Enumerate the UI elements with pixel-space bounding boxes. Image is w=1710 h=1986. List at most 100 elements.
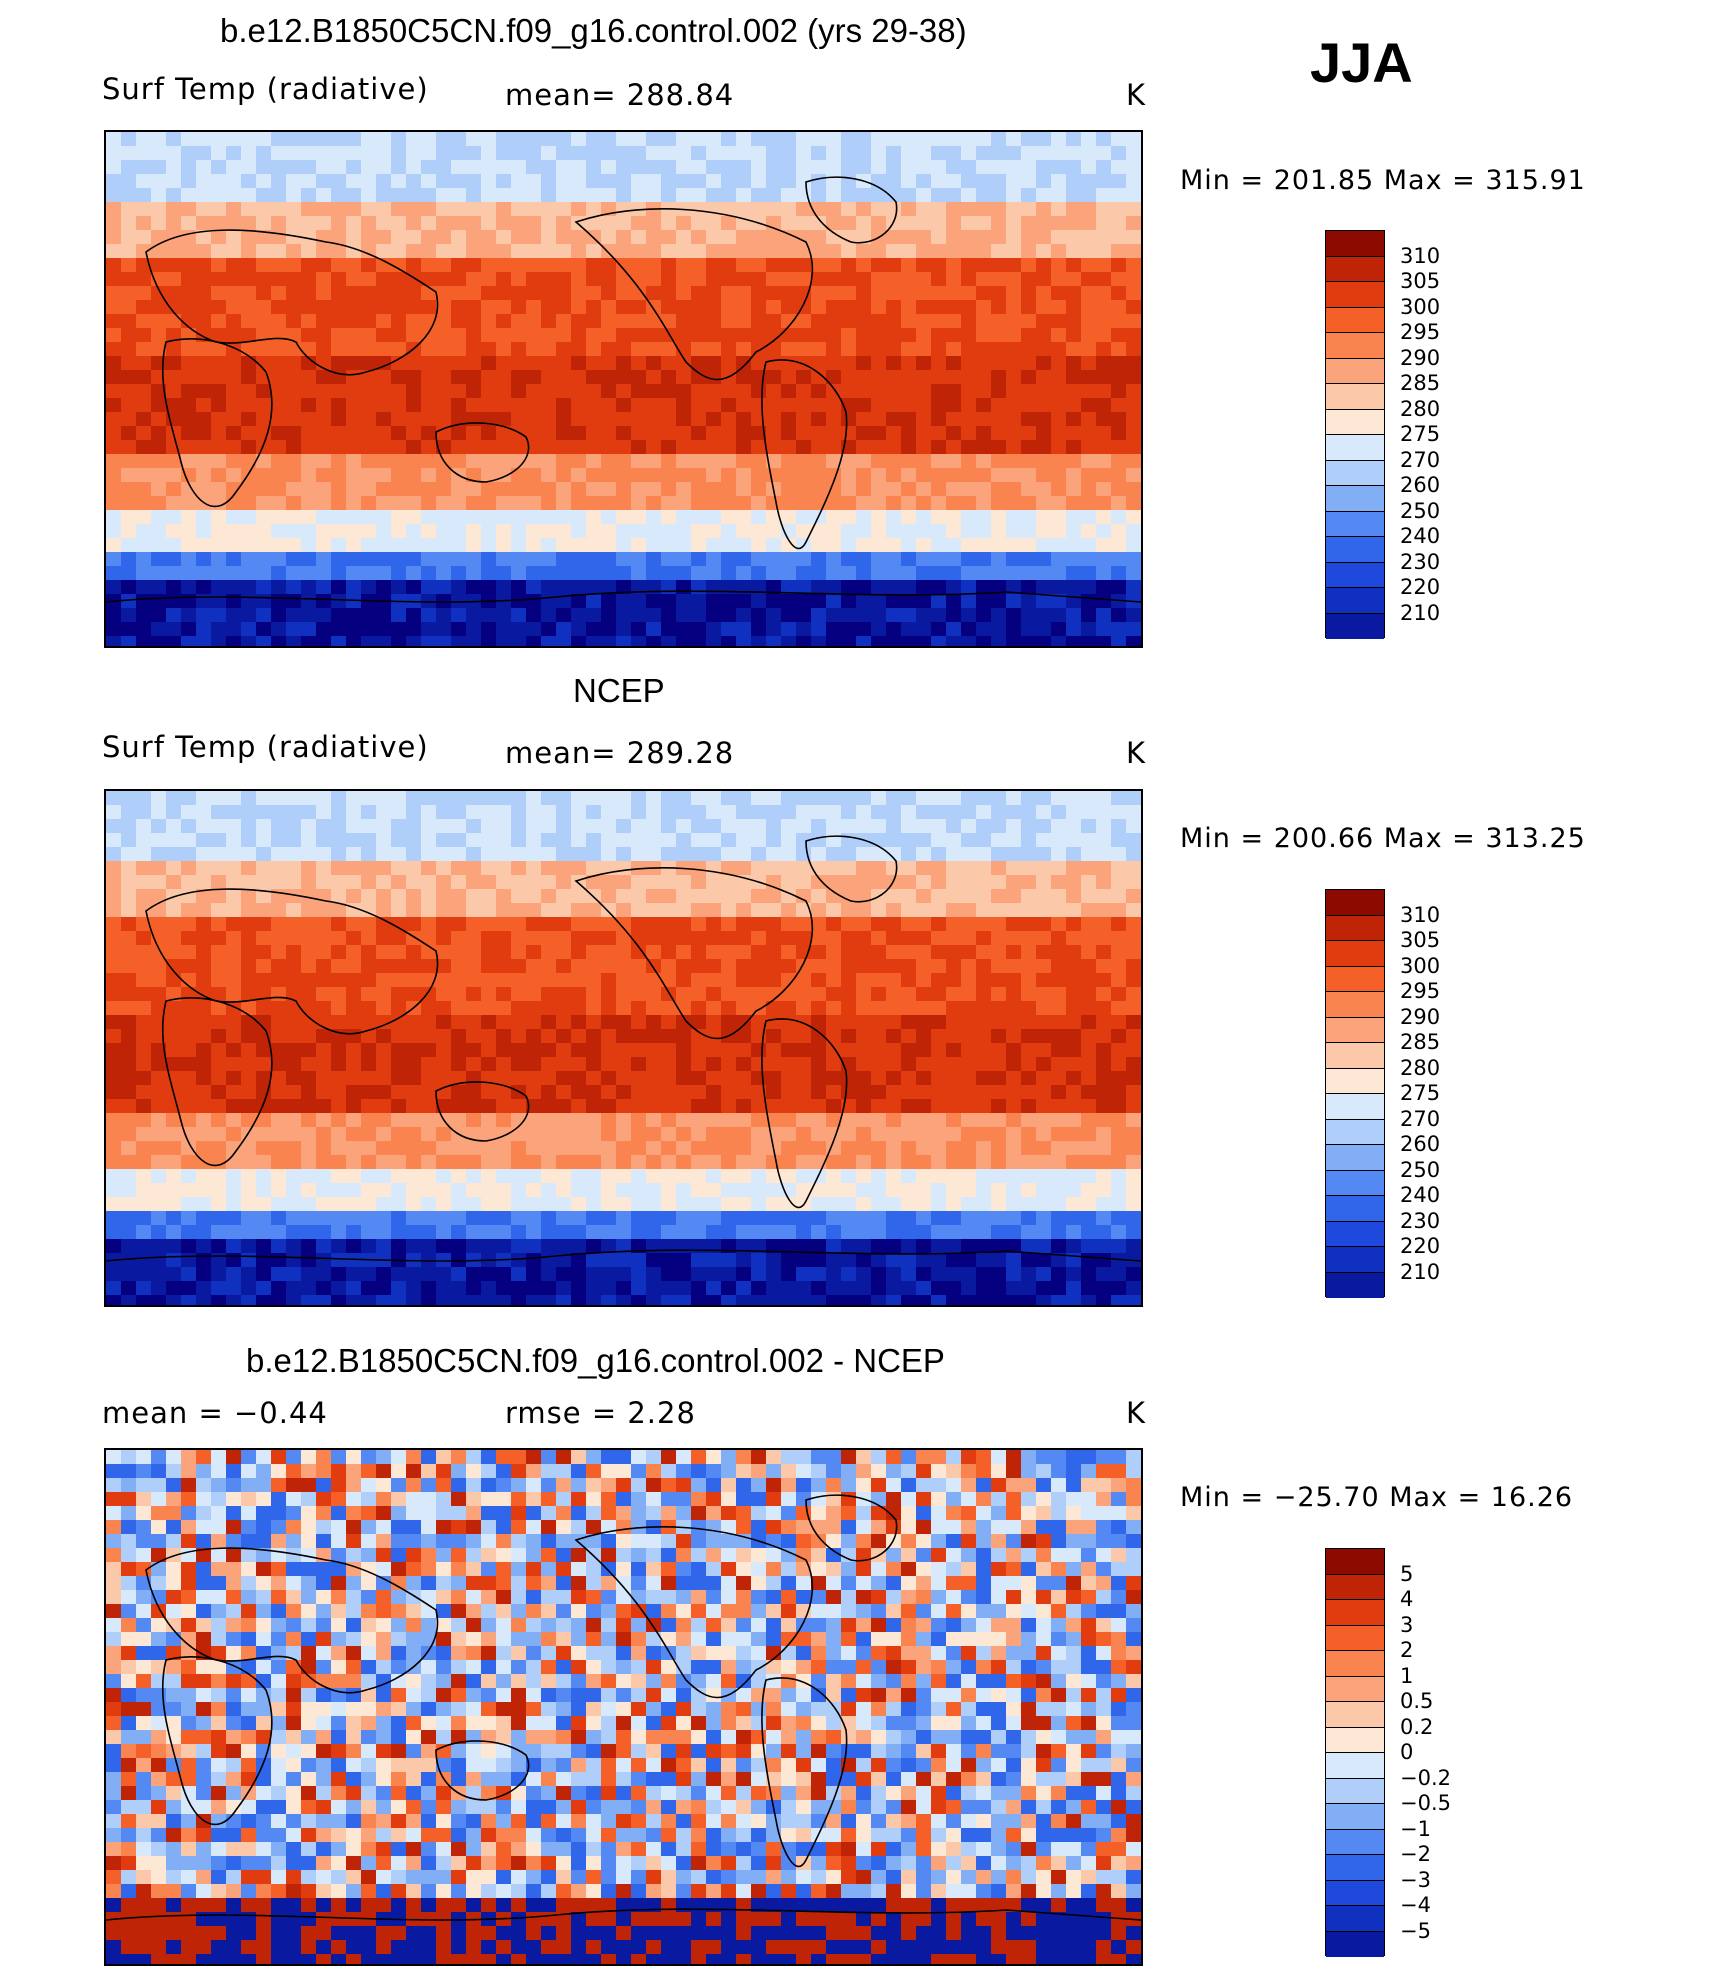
field-cell xyxy=(781,833,797,848)
field-cell xyxy=(301,356,317,371)
field-cell xyxy=(1066,328,1082,343)
field-cell xyxy=(1111,931,1127,946)
field-cell xyxy=(376,188,392,203)
field-cell xyxy=(121,496,137,511)
field-cell xyxy=(121,1085,137,1100)
field-cell xyxy=(691,1211,707,1226)
field-cell xyxy=(301,468,317,483)
field-cell xyxy=(511,440,527,455)
field-cell xyxy=(601,1253,617,1268)
field-cell xyxy=(1021,174,1037,189)
field-cell xyxy=(946,342,962,357)
field-cell xyxy=(646,510,662,525)
field-cell xyxy=(1126,538,1141,553)
field-cell xyxy=(751,889,767,904)
field-cell xyxy=(901,959,917,974)
field-cell xyxy=(856,230,872,245)
field-cell xyxy=(151,1211,167,1226)
field-cell xyxy=(706,258,722,273)
field-cell xyxy=(331,426,347,441)
field-cell xyxy=(721,174,737,189)
field-cell xyxy=(691,1169,707,1184)
field-cell xyxy=(226,973,242,988)
field-cell xyxy=(766,1183,782,1198)
field-cell xyxy=(301,903,317,918)
field-cell xyxy=(691,987,707,1002)
field-cell xyxy=(361,286,377,301)
field-cell xyxy=(346,328,362,343)
field-cell xyxy=(691,216,707,231)
field-cell xyxy=(856,636,872,646)
field-cell xyxy=(316,1043,332,1058)
field-cell xyxy=(151,314,167,329)
field-cell xyxy=(646,426,662,441)
field-cell xyxy=(106,244,122,259)
field-cell xyxy=(676,328,692,343)
field-cell xyxy=(961,847,977,862)
field-cell xyxy=(796,1267,812,1282)
field-cell xyxy=(1081,370,1097,385)
field-cell xyxy=(421,889,437,904)
field-cell xyxy=(676,1267,692,1282)
field-cell xyxy=(1021,636,1037,646)
field-cell xyxy=(946,1211,962,1226)
field-cell xyxy=(751,538,767,553)
field-cell xyxy=(151,454,167,469)
field-cell xyxy=(691,272,707,287)
field-cell xyxy=(1066,875,1082,890)
field-cell xyxy=(316,1211,332,1226)
field-cell xyxy=(526,342,542,357)
field-cell xyxy=(586,482,602,497)
field-cell xyxy=(286,216,302,231)
field-cell xyxy=(811,959,827,974)
field-cell xyxy=(811,1099,827,1114)
field-cell xyxy=(181,202,197,217)
field-cell xyxy=(1081,847,1097,862)
field-cell xyxy=(451,805,467,820)
field-cell xyxy=(946,510,962,525)
field-cell xyxy=(601,524,617,539)
field-cell xyxy=(526,791,542,806)
field-cell xyxy=(256,622,272,637)
field-cell xyxy=(781,1043,797,1058)
field-cell xyxy=(796,342,812,357)
field-cell xyxy=(556,608,572,623)
field-cell xyxy=(121,482,137,497)
field-cell xyxy=(901,258,917,273)
field-cell xyxy=(511,300,527,315)
field-cell xyxy=(961,945,977,960)
field-cell xyxy=(151,1071,167,1086)
field-cell xyxy=(271,580,287,595)
field-cell xyxy=(1066,272,1082,287)
field-cell xyxy=(376,356,392,371)
field-cell xyxy=(121,174,137,189)
field-cell xyxy=(1051,1127,1067,1142)
field-cell xyxy=(796,440,812,455)
field-cell xyxy=(271,1001,287,1016)
field-cell xyxy=(1021,160,1037,175)
field-cell xyxy=(151,973,167,988)
field-cell xyxy=(916,1057,932,1072)
field-cell xyxy=(991,875,1007,890)
field-cell xyxy=(436,524,452,539)
field-cell xyxy=(406,1239,422,1254)
field-cell xyxy=(811,426,827,441)
field-cell xyxy=(1126,819,1141,834)
field-cell xyxy=(496,1043,512,1058)
field-cell xyxy=(511,482,527,497)
field-cell xyxy=(856,861,872,876)
field-cell xyxy=(586,847,602,862)
field-cell xyxy=(931,286,947,301)
field-cell xyxy=(496,146,512,161)
field-cell xyxy=(796,398,812,413)
field-cell xyxy=(706,1029,722,1044)
field-cell xyxy=(1096,903,1112,918)
field-cell xyxy=(541,580,557,595)
field-cell xyxy=(916,861,932,876)
field-cell xyxy=(211,398,227,413)
field-cell xyxy=(421,216,437,231)
field-cell xyxy=(526,146,542,161)
field-cell xyxy=(121,889,137,904)
field-cell xyxy=(151,580,167,595)
field-cell xyxy=(631,889,647,904)
